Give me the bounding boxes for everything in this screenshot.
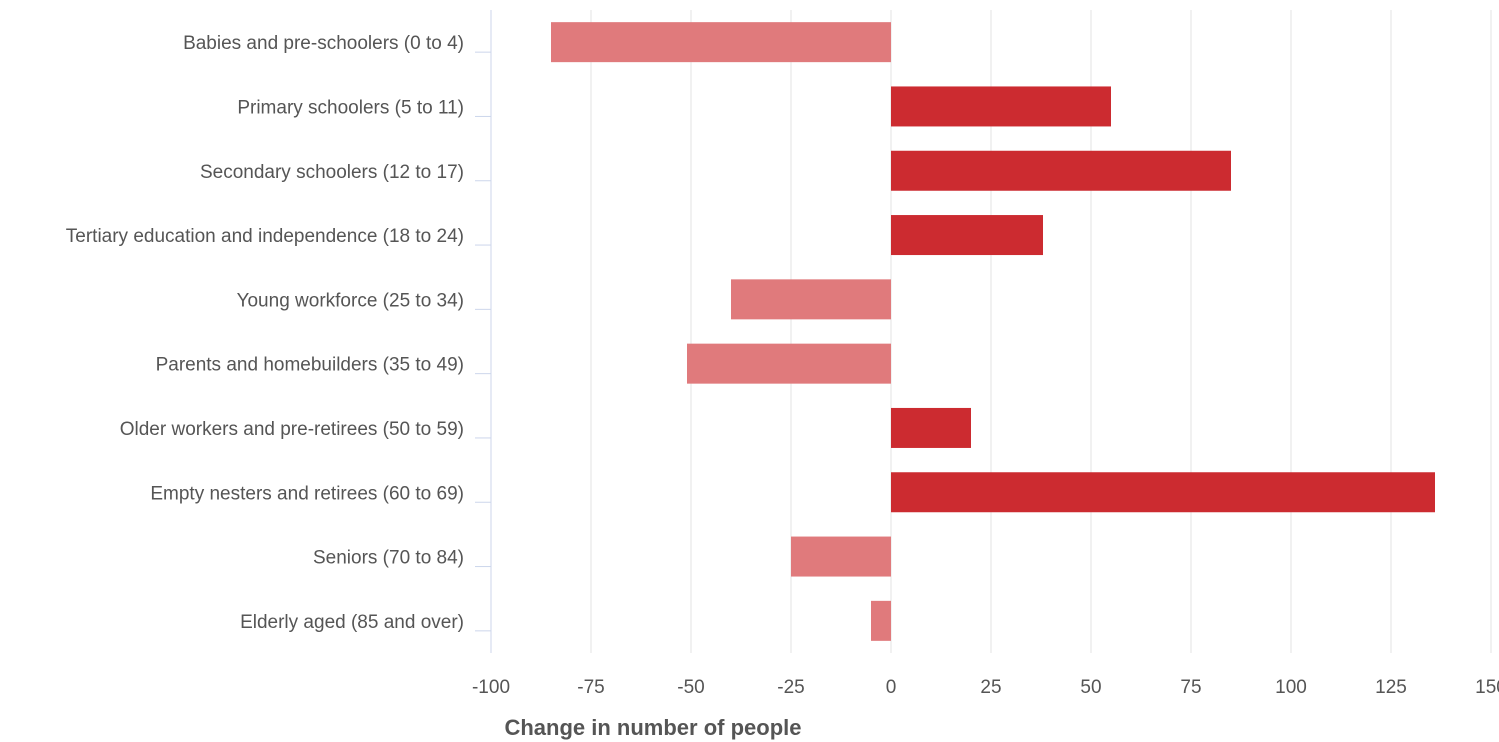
bar xyxy=(891,407,971,448)
category-label: Babies and pre-schoolers (0 to 4) xyxy=(183,33,464,54)
x-tick-label: 100 xyxy=(1275,677,1307,698)
bar xyxy=(891,86,1111,127)
category-label: Elderly aged (85 and over) xyxy=(240,612,464,633)
x-tick-label: -25 xyxy=(777,677,804,698)
category-label: Young workforce (25 to 34) xyxy=(237,290,464,311)
x-tick-label: 75 xyxy=(1180,677,1201,698)
x-tick-label: 0 xyxy=(886,677,897,698)
bar xyxy=(731,279,891,320)
category-label: Older workers and pre-retirees (50 to 59… xyxy=(120,419,464,440)
category-label: Parents and homebuilders (35 to 49) xyxy=(156,355,464,376)
category-label: Seniors (70 to 84) xyxy=(313,548,464,569)
bar xyxy=(891,215,1043,256)
bar xyxy=(871,600,891,641)
category-label: Empty nesters and retirees (60 to 69) xyxy=(150,483,464,504)
category-label: Tertiary education and independence (18 … xyxy=(66,226,464,247)
x-tick-labels: -100 -75 -50 -25 0 25 50 75 100 125 150 xyxy=(472,677,1499,698)
x-axis-title: Change in number of people xyxy=(504,715,801,740)
x-tick-label: 125 xyxy=(1375,677,1407,698)
x-tick-label: 50 xyxy=(1080,677,1101,698)
bar xyxy=(791,536,891,577)
x-tick-label: -100 xyxy=(472,677,510,698)
x-tick-label: -75 xyxy=(577,677,604,698)
bar xyxy=(551,22,891,63)
bar xyxy=(891,472,1435,513)
category-label: Primary schoolers (5 to 11) xyxy=(237,97,464,118)
bars xyxy=(551,22,1435,641)
x-tick-label: 25 xyxy=(980,677,1001,698)
x-tick-label: -50 xyxy=(677,677,704,698)
category-label: Secondary schoolers (12 to 17) xyxy=(200,162,464,183)
x-tick-label: 150 xyxy=(1475,677,1499,698)
bar xyxy=(891,150,1231,191)
category-labels: Babies and pre-schoolers (0 to 4) Primary… xyxy=(66,33,491,633)
bar xyxy=(687,343,891,384)
